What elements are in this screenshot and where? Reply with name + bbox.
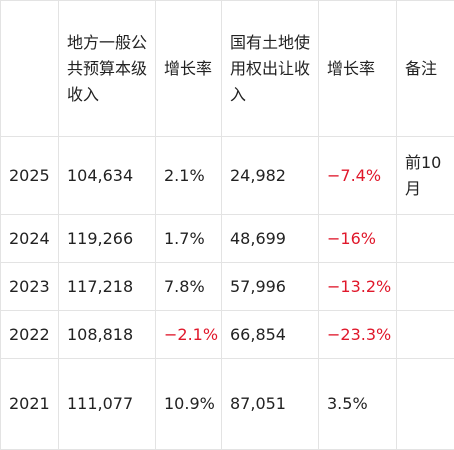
note-cell: 前10月 xyxy=(396,136,454,215)
year-cell: 2025 xyxy=(0,136,59,215)
year-cell: 2022 xyxy=(0,310,59,359)
header-land-revenue: 国有土地使用权出让收入 xyxy=(221,0,319,137)
land-revenue-cell: 66,854 xyxy=(221,310,319,359)
budget-growth-cell: 1.7% xyxy=(155,214,222,263)
budget-revenue-cell: 108,818 xyxy=(58,310,156,359)
land-growth-cell: −16% xyxy=(318,214,397,263)
budget-growth-cell: −2.1% xyxy=(155,310,222,359)
year-cell: 2024 xyxy=(0,214,59,263)
budget-revenue-cell: 111,077 xyxy=(58,358,156,450)
note-cell xyxy=(396,310,454,359)
land-growth-cell: 3.5% xyxy=(318,358,397,450)
land-growth-cell: −7.4% xyxy=(318,136,397,215)
table-row: 2023 117,218 7.8% 57,996 −13.2% xyxy=(0,262,454,311)
header-budget-growth: 增长率 xyxy=(155,0,222,137)
budget-revenue-cell: 104,634 xyxy=(58,136,156,215)
table-row: 2025 104,634 2.1% 24,982 −7.4% 前10月 xyxy=(0,136,454,215)
header-row: 地方一般公共预算本级收入 增长率 国有土地使用权出让收入 增长率 备注 xyxy=(0,0,454,137)
table-row: 2021 111,077 10.9% 87,051 3.5% xyxy=(0,358,454,450)
header-year xyxy=(0,0,59,137)
header-budget-revenue: 地方一般公共预算本级收入 xyxy=(58,0,156,137)
land-revenue-cell: 48,699 xyxy=(221,214,319,263)
land-revenue-cell: 24,982 xyxy=(221,136,319,215)
land-revenue-cell: 87,051 xyxy=(221,358,319,450)
land-growth-cell: −13.2% xyxy=(318,262,397,311)
land-growth-cell: −23.3% xyxy=(318,310,397,359)
table-row: 2022 108,818 −2.1% 66,854 −23.3% xyxy=(0,310,454,359)
budget-revenue-cell: 119,266 xyxy=(58,214,156,263)
header-land-growth: 增长率 xyxy=(318,0,397,137)
note-cell xyxy=(396,358,454,450)
table-row: 2024 119,266 1.7% 48,699 −16% xyxy=(0,214,454,263)
note-cell xyxy=(396,262,454,311)
budget-growth-cell: 2.1% xyxy=(155,136,222,215)
year-cell: 2023 xyxy=(0,262,59,311)
land-revenue-cell: 57,996 xyxy=(221,262,319,311)
note-cell xyxy=(396,214,454,263)
budget-growth-cell: 7.8% xyxy=(155,262,222,311)
header-note: 备注 xyxy=(396,0,454,137)
budget-growth-cell: 10.9% xyxy=(155,358,222,450)
year-cell: 2021 xyxy=(0,358,59,450)
budget-revenue-cell: 117,218 xyxy=(58,262,156,311)
